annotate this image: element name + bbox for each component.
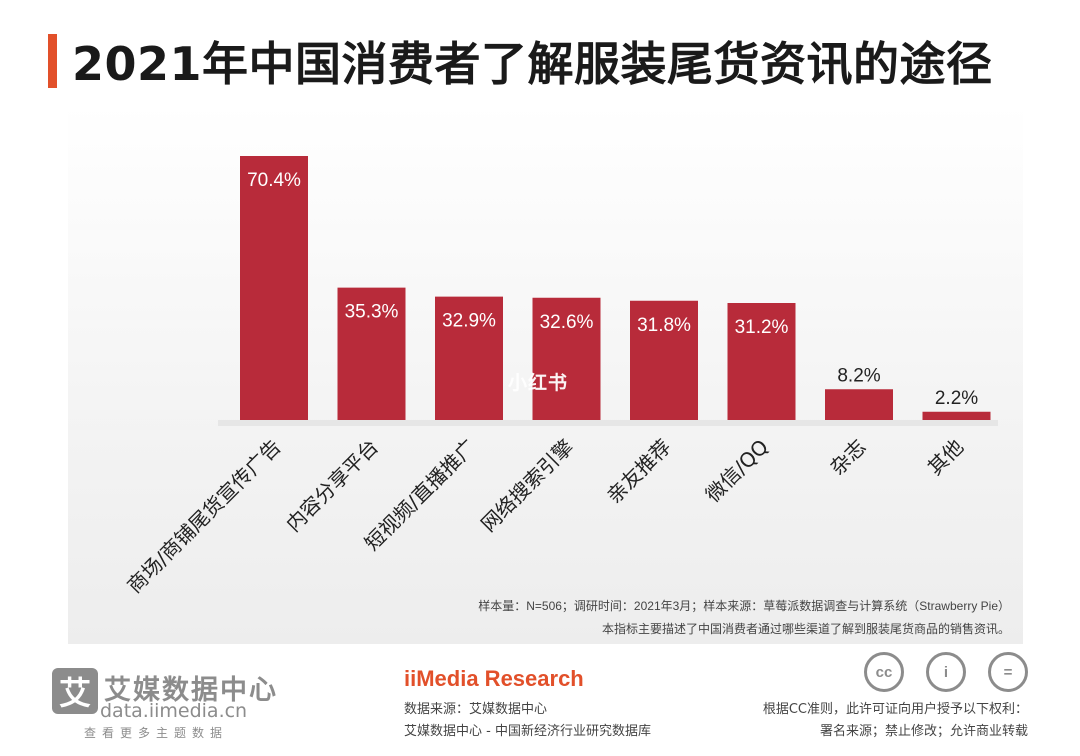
license-text: 根据CC准则，此许可证向用户授予以下权利：: [762, 702, 1028, 717]
category-label-3: 网络搜索引擎: [476, 435, 578, 537]
bar-1: [337, 287, 406, 420]
attribution-icon: i: [926, 652, 966, 692]
watermark: 小红书: [508, 372, 569, 394]
cc-icon: cc: [864, 652, 904, 692]
brand-name: iiMedia Research: [404, 666, 584, 691]
title-accent-bar: [48, 34, 57, 88]
category-label-6: 杂志: [825, 435, 870, 480]
bar-value-label-6: 8.2%: [837, 365, 880, 386]
bar-chart: 70.4%商场/商铺尾货宣传广告35.3%内容分享平台32.9%短视频/直播推广…: [122, 156, 998, 598]
license-terms: 署名来源；禁止修改；允许商业转载: [819, 724, 1028, 739]
bar-value-label-4: 31.8%: [637, 315, 691, 336]
bar-value-label-2: 32.9%: [442, 311, 496, 332]
logo-subtitle: 查看更多主题数据: [84, 726, 229, 740]
license-icons: cc i =: [864, 652, 1034, 696]
bar-value-label-5: 31.2%: [735, 317, 789, 338]
category-label-0: 商场/商铺尾货宣传广告: [122, 435, 285, 598]
chart-baseline: [218, 420, 998, 426]
chart-title: 2021年中国消费者了解服装尾货资讯的途径: [72, 37, 993, 91]
iimedia-logo-icon: 艾: [52, 668, 98, 714]
database-source: 艾媒数据中心 - 中国新经济行业研究数据库: [404, 724, 651, 739]
data-source: 数据来源：艾媒数据中心: [404, 702, 548, 717]
category-label-7: 其他: [923, 435, 968, 480]
bar-3: [532, 297, 601, 420]
bar-value-label-3: 32.6%: [540, 312, 594, 333]
logo-name: 艾媒数据中心: [104, 675, 278, 706]
category-label-5: 微信/QQ: [701, 435, 773, 507]
category-label-4: 亲友推荐: [602, 435, 676, 509]
bar-value-label-7: 2.2%: [935, 388, 978, 409]
bar-7: [922, 411, 991, 420]
description-note: 本指标主要描述了中国消费者通过哪些渠道了解到服装尾货商品的销售资讯。: [601, 622, 1010, 636]
no-derivatives-icon: =: [988, 652, 1028, 692]
sample-note: 样本量：N=506；调研时间：2021年3月；样本来源：草莓派数据调查与计算系统…: [478, 599, 1010, 613]
bar-0: [240, 156, 308, 420]
bar-value-label-0: 70.4%: [247, 170, 301, 191]
bar-5: [727, 303, 796, 420]
bar-4: [630, 300, 698, 420]
category-label-1: 内容分享平台: [281, 435, 383, 537]
bar-6: [825, 389, 893, 420]
bar-2: [435, 296, 503, 420]
bar-value-label-1: 35.3%: [345, 302, 399, 323]
chart-area: 70.4% 商场/商铺尾货宣传广告 35.3% 内容分享平台 32.9% 短视频/直播推广…: [68, 104, 1023, 644]
logo-url: data.iimedia.cn: [100, 700, 248, 722]
